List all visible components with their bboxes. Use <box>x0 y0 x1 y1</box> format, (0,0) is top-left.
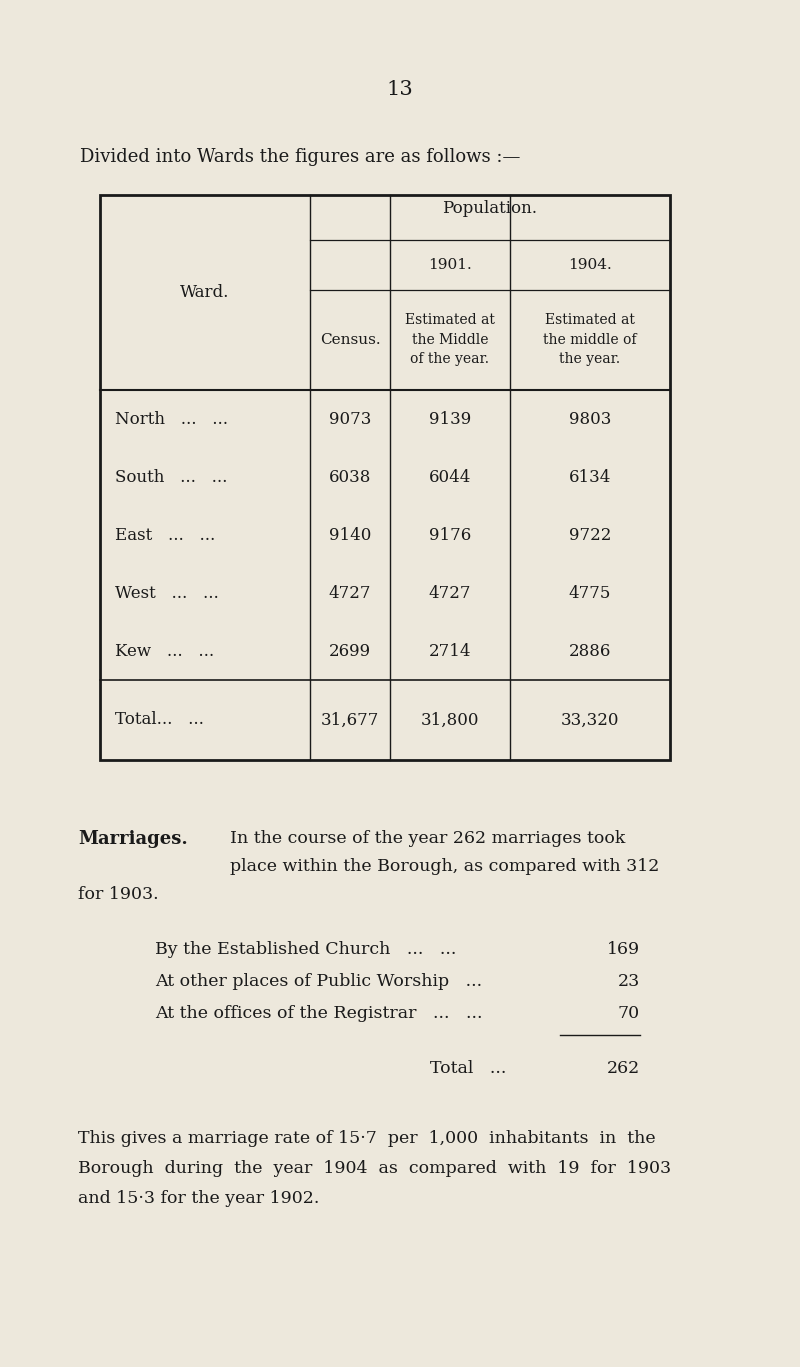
Text: 9176: 9176 <box>429 526 471 544</box>
Text: By the Established Church   ...   ...: By the Established Church ... ... <box>155 940 456 958</box>
Text: 9140: 9140 <box>329 526 371 544</box>
Text: 2714: 2714 <box>429 642 471 659</box>
Text: South   ...   ...: South ... ... <box>115 469 227 485</box>
Text: 31,677: 31,677 <box>321 711 379 729</box>
Text: 23: 23 <box>618 973 640 990</box>
Text: place within the Borough, as compared with 312: place within the Borough, as compared wi… <box>230 858 659 875</box>
Text: Divided into Wards the figures are as follows :—: Divided into Wards the figures are as fo… <box>80 148 520 165</box>
Text: 4727: 4727 <box>429 585 471 601</box>
Text: In the course of the year 262 marriages took: In the course of the year 262 marriages … <box>230 830 626 848</box>
Text: 169: 169 <box>607 940 640 958</box>
Text: 13: 13 <box>386 81 414 98</box>
Text: At the offices of the Registrar   ...   ...: At the offices of the Registrar ... ... <box>155 1005 482 1023</box>
Text: Total...   ...: Total... ... <box>115 711 204 729</box>
Text: 31,800: 31,800 <box>421 711 479 729</box>
Text: for 1903.: for 1903. <box>78 886 158 904</box>
Text: At other places of Public Worship   ...: At other places of Public Worship ... <box>155 973 482 990</box>
Text: Ward.: Ward. <box>180 284 230 301</box>
Text: 2699: 2699 <box>329 642 371 659</box>
Text: 70: 70 <box>618 1005 640 1023</box>
Text: East   ...   ...: East ... ... <box>115 526 215 544</box>
Text: 6038: 6038 <box>329 469 371 485</box>
Text: 9139: 9139 <box>429 410 471 428</box>
Text: Marriages.: Marriages. <box>78 830 188 848</box>
Text: Census.: Census. <box>320 334 380 347</box>
Text: 6044: 6044 <box>429 469 471 485</box>
Text: Total   ...: Total ... <box>430 1059 506 1077</box>
Text: Borough  during  the  year  1904  as  compared  with  19  for  1903: Borough during the year 1904 as compared… <box>78 1161 671 1177</box>
Text: 2886: 2886 <box>569 642 611 659</box>
Text: 6134: 6134 <box>569 469 611 485</box>
Text: Estimated at
the middle of
the year.: Estimated at the middle of the year. <box>543 313 637 366</box>
Text: 4727: 4727 <box>329 585 371 601</box>
Text: 4775: 4775 <box>569 585 611 601</box>
Text: 9073: 9073 <box>329 410 371 428</box>
Text: 1904.: 1904. <box>568 258 612 272</box>
Text: 1901.: 1901. <box>428 258 472 272</box>
Text: Estimated at
the Middle
of the year.: Estimated at the Middle of the year. <box>405 313 495 366</box>
Text: and 15·3 for the year 1902.: and 15·3 for the year 1902. <box>78 1191 319 1207</box>
Text: 9803: 9803 <box>569 410 611 428</box>
Text: Population.: Population. <box>442 200 538 217</box>
Text: North   ...   ...: North ... ... <box>115 410 228 428</box>
Text: This gives a marriage rate of 15·7  per  1,000  inhabitants  in  the: This gives a marriage rate of 15·7 per 1… <box>78 1131 656 1147</box>
Text: West   ...   ...: West ... ... <box>115 585 218 601</box>
Text: 262: 262 <box>606 1059 640 1077</box>
Bar <box>100 195 670 760</box>
Text: Kew   ...   ...: Kew ... ... <box>115 642 214 659</box>
Text: 9722: 9722 <box>569 526 611 544</box>
Text: 33,320: 33,320 <box>561 711 619 729</box>
